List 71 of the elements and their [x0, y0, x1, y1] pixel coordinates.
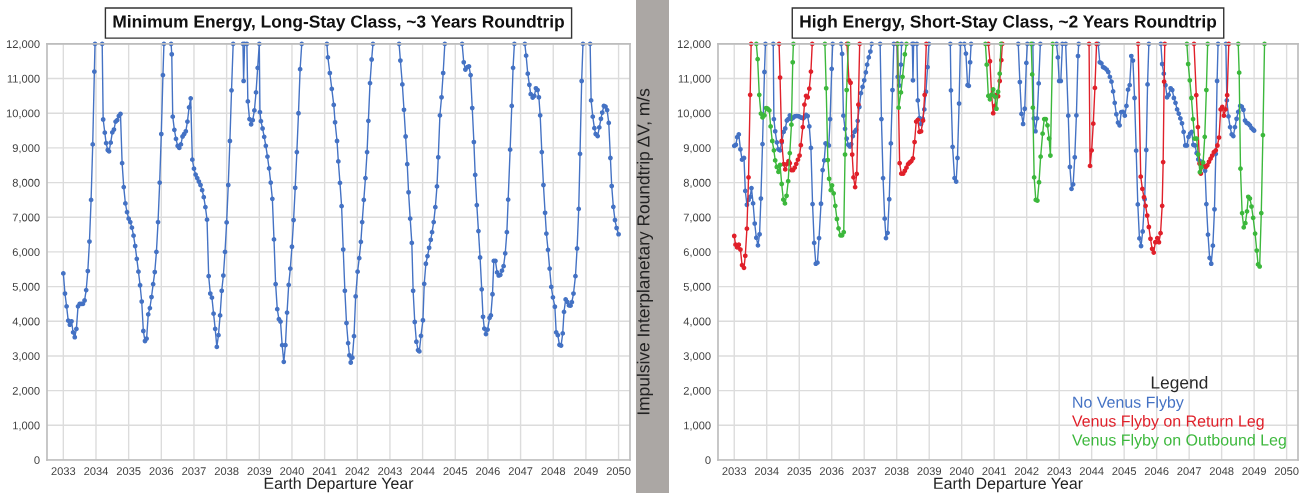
y-tick-label: 10,000	[677, 109, 711, 119]
y-tick-label: 5,000	[683, 282, 711, 293]
y-tick-label: 9,000	[683, 144, 711, 154]
y-tick-label: 5,000	[12, 282, 40, 293]
y-tick-label: 12,000	[677, 40, 711, 50]
x-tick-label: 2036	[819, 467, 844, 476]
x-tick-label: 2045	[1112, 467, 1137, 476]
y-tick-label: 2,000	[683, 386, 711, 397]
y-tick-label: 9,000	[12, 144, 40, 154]
x-axis-title: Earth Departure Year	[934, 477, 1083, 493]
y-tick-label: 6,000	[683, 248, 711, 258]
x-axis-title: Earth Departure Year	[264, 477, 414, 493]
y-tick-label: 4,000	[12, 317, 40, 327]
y-tick-label: 8,000	[12, 178, 40, 189]
x-tick-label: 2044	[1079, 467, 1104, 476]
y-tick-label: 7,000	[12, 213, 40, 223]
x-tick-label: 2050	[1274, 467, 1299, 476]
x-tick-label: 2034	[754, 467, 779, 476]
y-tick-label: 10,000	[6, 109, 40, 119]
x-tick-label: 2047	[508, 467, 533, 476]
x-tick-label: 2041	[312, 467, 337, 476]
x-tick-label: 2033	[51, 467, 76, 476]
x-tick-label: 2036	[149, 467, 174, 476]
chart-title: Minimum Energy, Long-Stay Class, ~3 Years Roundtrip	[113, 14, 564, 32]
legend-title: Legend	[1151, 375, 1208, 393]
x-tick-label: 2048	[1209, 467, 1234, 476]
y-tick-label: 8,000	[683, 178, 711, 189]
x-tick-label: 2041	[982, 467, 1007, 476]
y-tick-label: 6,000	[12, 248, 40, 258]
y-axis-title: Impulsive Interplanetary Roundtrip ΔV, m/s	[636, 88, 653, 415]
y-tick-label: 1,000	[13, 421, 40, 431]
x-tick-label: 2047	[1177, 467, 1201, 476]
text: No Venus Flyby	[1073, 396, 1184, 412]
x-tick-label: 2038	[884, 467, 909, 476]
x-tick-label: 2040	[949, 467, 974, 476]
text: Venus Flyby on Return Leg	[1072, 415, 1264, 430]
x-tick-label: 2048	[541, 467, 566, 476]
x-tick-label: 2039	[917, 467, 942, 476]
x-tick-label: 2038	[214, 467, 239, 476]
y-tick-label: 4,000	[683, 317, 711, 327]
x-tick-label: 2049	[1242, 467, 1266, 476]
x-tick-label: 2033	[722, 467, 747, 476]
x-tick-label: 2043	[1047, 467, 1072, 476]
y-tick-label: 0	[705, 456, 711, 465]
x-tick-label: 2049	[574, 467, 598, 476]
y-tick-label: 11,000	[678, 74, 711, 84]
y-tick-label: 3,000	[12, 352, 40, 362]
text: Venus Flyby on Outbound Leg	[1072, 433, 1286, 449]
y-tick-label: 0	[34, 456, 40, 465]
y-tick-label: 2,000	[12, 386, 40, 397]
y-tick-label: 11,000	[7, 74, 40, 84]
y-tick-label: 12,000	[6, 40, 40, 50]
x-tick-label: 2039	[247, 467, 272, 476]
chart-title: High Energy, Short-Stay Class, ~2 Years Roundtrip	[800, 14, 1217, 32]
y-tick-label: 7,000	[683, 213, 711, 223]
x-tick-label: 2037	[852, 467, 877, 476]
x-tick-label: 2042	[1014, 467, 1039, 476]
x-tick-label: 2034	[84, 467, 109, 476]
x-tick-label: 2050	[606, 467, 631, 476]
y-tick-label: 3,000	[683, 352, 711, 362]
x-tick-label: 2042	[345, 467, 370, 476]
x-tick-label: 2046	[476, 467, 500, 476]
x-tick-label: 2043	[378, 467, 402, 476]
x-tick-label: 2045	[443, 467, 468, 476]
y-tick-label: 1,000	[684, 421, 711, 431]
x-tick-label: 2035	[116, 467, 141, 476]
x-tick-label: 2035	[787, 467, 812, 476]
x-tick-label: 2040	[280, 467, 304, 476]
x-tick-label: 2044	[410, 467, 435, 476]
x-tick-label: 2037	[182, 467, 206, 476]
x-tick-label: 2046	[1144, 467, 1169, 476]
